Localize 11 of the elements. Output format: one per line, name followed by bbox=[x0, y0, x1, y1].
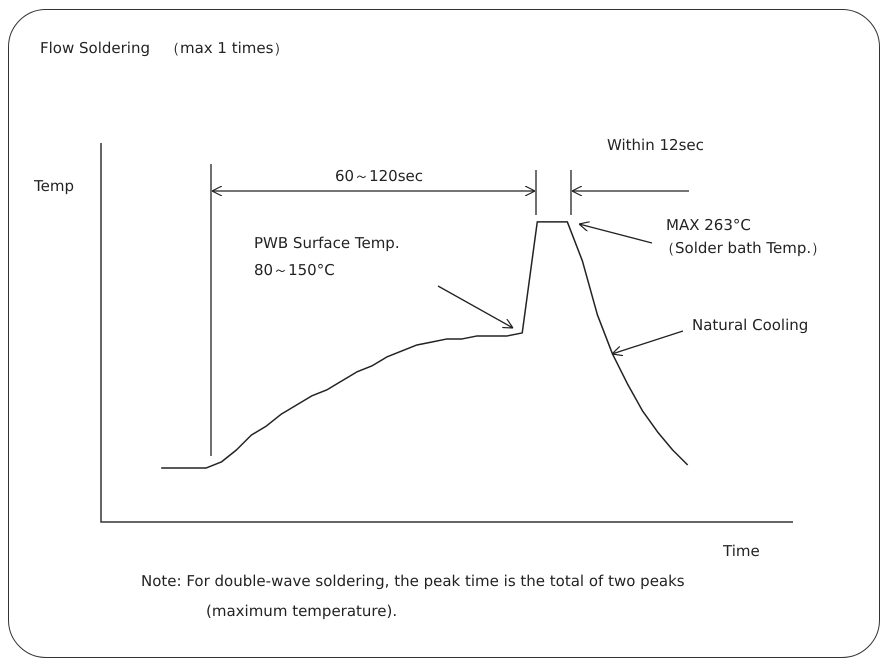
x-axis-title: Time bbox=[722, 542, 760, 560]
y-axis-title: Temp bbox=[33, 176, 74, 195]
text: 60～120sec bbox=[334, 166, 424, 185]
annotation: PWB Surface Temp. bbox=[254, 234, 400, 252]
annotation: （Solder bath Temp.） bbox=[660, 238, 826, 257]
text: Note: For double-wave soldering, the peak time is the total of two peaks (maximum temperature). bbox=[141, 572, 685, 620]
annotation: 80～150°C bbox=[254, 260, 335, 279]
annotation: MAX 263°C bbox=[666, 216, 751, 234]
annotation: Natural Cooling bbox=[692, 316, 808, 334]
chart-title: Flow Soldering （max 1 times） bbox=[40, 38, 288, 57]
text: Within 12sec bbox=[607, 136, 704, 154]
